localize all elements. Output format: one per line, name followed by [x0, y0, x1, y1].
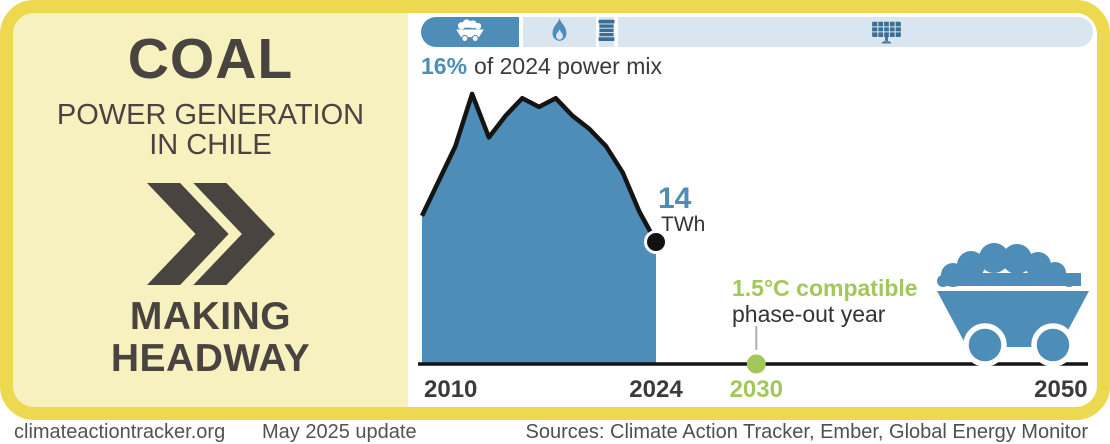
phase-out-dot — [746, 354, 766, 374]
coal-cart-illustration — [937, 243, 1089, 367]
power-mix-caption: 16% of 2024 power mix — [421, 53, 662, 80]
subtitle-line-2: IN CHILE — [149, 129, 272, 161]
site-url: climateactiontracker.org — [14, 421, 226, 443]
endpoint-unit: TWh — [661, 213, 706, 236]
endpoint-dot — [644, 230, 668, 254]
barrel-icon — [598, 19, 615, 50]
coal-share-text: of 2024 power mix — [474, 53, 662, 79]
double-chevron-icon — [13, 183, 408, 290]
coal-share-value: 16% — [421, 53, 468, 79]
phase-out-label-line2: phase-out year — [732, 301, 886, 327]
phase-out-label-line1: 1.5°C compatible — [732, 275, 918, 301]
axis-tick-2030: 2030 — [729, 376, 783, 403]
coal-cart-icon — [453, 17, 487, 48]
page-subtitle: POWER GENERATION IN CHILE — [13, 100, 408, 160]
axis-tick-2010: 2010 — [424, 376, 478, 403]
subtitle-line-1: POWER GENERATION — [56, 99, 365, 131]
coal-generation-chart — [418, 91, 1089, 374]
mix-segment-coal — [421, 17, 519, 47]
mix-segment-other — [618, 17, 1093, 47]
mix-segment-oil — [598, 17, 615, 50]
generation-area — [422, 93, 656, 365]
page-title: COAL — [127, 27, 294, 91]
axis-tick-2050: 2050 — [1034, 376, 1088, 403]
update-date: May 2025 update — [262, 421, 417, 443]
axis-tick-2024: 2024 — [629, 376, 683, 403]
status-line-2: HEADWAY — [110, 337, 311, 380]
status-text: MAKING HEADWAY — [13, 296, 408, 380]
endpoint-value: 14 — [658, 182, 692, 215]
mix-segment-gas — [523, 17, 596, 47]
power-mix-bar — [421, 17, 1093, 47]
sources-text: Sources: Climate Action Tracker, Ember, … — [525, 421, 1088, 443]
status-line-1: MAKING — [129, 295, 292, 338]
generation-line — [419, 91, 658, 244]
flame-icon — [549, 17, 570, 48]
footer: climateactiontracker.org May 2025 update… — [0, 421, 1110, 444]
solar-panel-icon — [868, 21, 905, 50]
